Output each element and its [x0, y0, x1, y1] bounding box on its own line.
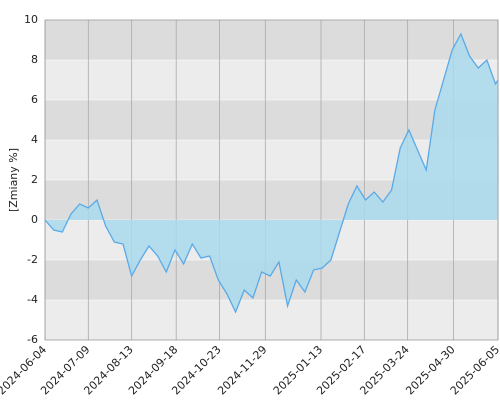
y-tick-label: 8	[31, 53, 38, 66]
grid-band	[45, 300, 498, 340]
y-tick-label: 6	[31, 93, 38, 106]
y-tick-label: 0	[31, 213, 38, 226]
plot-frame	[44, 19, 499, 341]
y-tick-label: 10	[24, 13, 38, 26]
y-tick-label: -4	[27, 293, 38, 306]
x-tick-label: 2024-11-29	[215, 343, 269, 397]
y-tick-label: -6	[27, 333, 38, 346]
grid-band	[45, 100, 498, 140]
line	[44, 32, 499, 314]
y-tick-label: -2	[27, 253, 38, 266]
y-tick-label: 2	[31, 173, 38, 186]
y-tick-label: 4	[31, 133, 38, 146]
y-axis-label: [Zmiany %]	[7, 148, 20, 212]
grid-band	[45, 60, 498, 100]
grid-band	[45, 20, 498, 60]
area	[45, 34, 498, 312]
